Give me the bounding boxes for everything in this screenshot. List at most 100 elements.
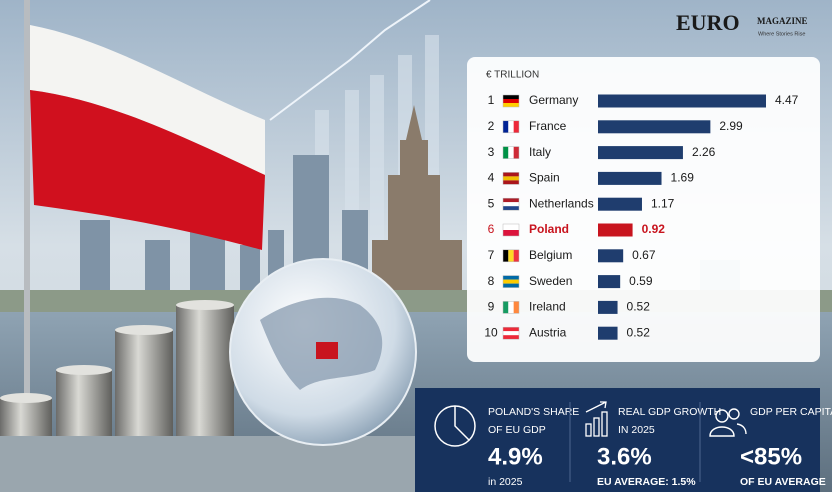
- icon: [709, 426, 735, 437]
- stat-sub: OF EU AVERAGE: [740, 476, 826, 488]
- category-label: Italy: [529, 145, 551, 159]
- category-label: Poland: [529, 222, 569, 236]
- flag-stripe: [503, 120, 509, 133]
- icon: [736, 423, 747, 435]
- flag-stripe: [503, 224, 519, 230]
- flag-stripe: [513, 146, 519, 159]
- flag-border: [502, 120, 520, 134]
- value-label: 1.69: [671, 171, 695, 185]
- flag-stripe: [503, 172, 519, 177]
- value-label: 2.99: [719, 119, 743, 133]
- flag-stripe: [503, 249, 509, 262]
- flag-stripe: [503, 283, 519, 288]
- flag-stripe: [508, 301, 514, 314]
- value-label: 1.17: [651, 196, 675, 210]
- logo: EURO MAGAZINE Where Stories Rise: [676, 10, 808, 37]
- bar: [598, 326, 618, 340]
- category-label: France: [529, 119, 567, 133]
- rank: 4: [488, 171, 495, 185]
- stat-value: 4.9%: [488, 443, 543, 470]
- flag-border: [502, 326, 520, 340]
- value-label: 0.92: [642, 222, 666, 236]
- flag-border: [502, 197, 520, 211]
- flag-stripe: [503, 176, 519, 181]
- value-label: 2.26: [692, 145, 716, 159]
- stat-label: REAL GDP GROWTH: [618, 406, 721, 418]
- flag-border: [502, 249, 520, 263]
- bar: [598, 249, 624, 263]
- flag-border: [502, 94, 520, 108]
- bar: [598, 171, 662, 185]
- flag-stripe: [508, 249, 514, 262]
- chart: 1 Germany 4.47 2 France 2.99 3 Italy 2.26 4 Spain 1…: [484, 93, 799, 340]
- flag-border: [502, 223, 520, 237]
- stat-sub: in 2025: [488, 476, 523, 488]
- flag-stripe: [503, 301, 509, 314]
- category-label: Germany: [529, 93, 578, 107]
- flag-stripe: [503, 180, 519, 185]
- icon: [715, 409, 729, 423]
- stat-label: OF EU GDP: [488, 424, 546, 436]
- category-label: Belgium: [529, 248, 572, 262]
- flag-stripe: [513, 249, 519, 262]
- rank: 3: [488, 145, 495, 159]
- value-label: 0.52: [627, 300, 651, 314]
- flag-stripe: [508, 120, 514, 133]
- flag-border: [502, 275, 520, 288]
- flag-stripe: [513, 120, 519, 133]
- flag-border: [502, 172, 520, 185]
- stats: POLAND'S SHARE OF EU GDP 4.9% in 2025 REAL G…: [434, 401, 832, 488]
- bar: [598, 275, 621, 289]
- stat-value: <85%: [740, 443, 802, 470]
- flag-stripe: [503, 230, 519, 236]
- rank: 6: [488, 222, 495, 236]
- flag-stripe: [503, 335, 519, 340]
- bar: [598, 94, 766, 108]
- flag-stripe: [513, 301, 519, 314]
- logo-slogan: Where Stories Rise: [758, 31, 805, 37]
- coin-stacks: [0, 300, 234, 438]
- flag-stripe: [508, 146, 514, 159]
- category-label: Austria: [529, 325, 567, 339]
- rank: 1: [488, 93, 495, 107]
- flag-stripe: [503, 95, 519, 99]
- chart-title: € TRILLION: [486, 70, 539, 81]
- stat-value: 3.6%: [597, 443, 652, 470]
- flag-stripe: [503, 103, 519, 107]
- icon: [601, 411, 608, 437]
- rank: 8: [488, 274, 495, 288]
- value-label: 0.67: [632, 248, 656, 262]
- bar: [598, 146, 683, 160]
- flag-border: [502, 146, 520, 159]
- flag-stripe: [503, 99, 519, 103]
- stat-label: IN 2025: [618, 424, 655, 436]
- category-label: Ireland: [529, 300, 566, 314]
- logo-name: EURO: [676, 10, 740, 35]
- bar: [598, 197, 642, 211]
- icon: [454, 406, 470, 441]
- flag-stripe: [503, 327, 519, 332]
- flag-stripe: [503, 198, 519, 203]
- flag-border: [502, 301, 520, 314]
- flag-stripe: [503, 275, 519, 280]
- stat-label: POLAND'S SHARE: [488, 406, 579, 418]
- rank: 9: [488, 300, 495, 314]
- icon: [728, 408, 740, 420]
- bar: [598, 223, 633, 237]
- rank: 2: [488, 119, 495, 133]
- value-label: 0.52: [627, 325, 651, 339]
- bar: [598, 300, 618, 314]
- rank: 5: [488, 196, 495, 210]
- category-label: Netherlands: [529, 196, 594, 210]
- flag-stripe: [503, 331, 519, 336]
- logo-tag: MAGAZINE: [757, 16, 808, 26]
- icon: [585, 423, 592, 437]
- stats-panel: [415, 388, 820, 492]
- value-label: 4.47: [775, 93, 799, 107]
- rank: 10: [484, 325, 498, 339]
- flag-stripe: [503, 146, 509, 159]
- category-label: Spain: [529, 171, 560, 185]
- flag-stripe: [503, 202, 519, 207]
- flag-stripe: [503, 279, 519, 284]
- stat-sub: EU AVERAGE: 1.5%: [597, 476, 696, 488]
